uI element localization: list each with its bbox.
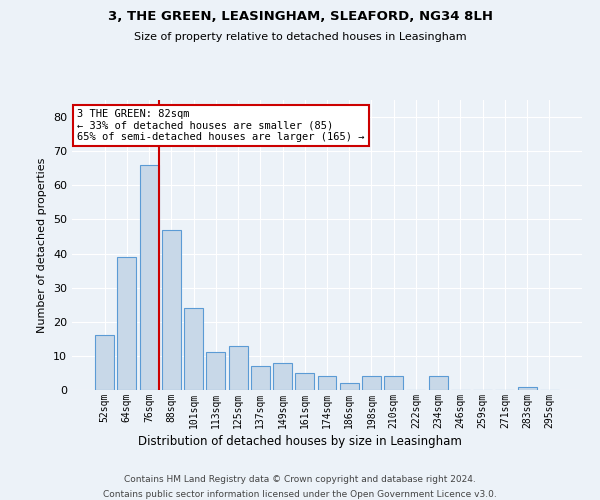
Bar [362, 376, 381, 390]
Text: Contains public sector information licensed under the Open Government Licence v3: Contains public sector information licen… [103, 490, 497, 499]
Text: Contains HM Land Registry data © Crown copyright and database right 2024.: Contains HM Land Registry data © Crown c… [124, 475, 476, 484]
Bar [206, 352, 225, 390]
Bar [184, 308, 203, 390]
Text: 3, THE GREEN, LEASINGHAM, SLEAFORD, NG34 8LH: 3, THE GREEN, LEASINGHAM, SLEAFORD, NG34… [107, 10, 493, 23]
Bar [295, 373, 314, 390]
Text: Size of property relative to detached houses in Leasingham: Size of property relative to detached ho… [134, 32, 466, 42]
Bar [340, 383, 359, 390]
Bar [162, 230, 181, 390]
Bar [95, 336, 114, 390]
Bar [518, 386, 536, 390]
Bar [229, 346, 248, 390]
Text: Distribution of detached houses by size in Leasingham: Distribution of detached houses by size … [138, 435, 462, 448]
Bar [140, 165, 158, 390]
Y-axis label: Number of detached properties: Number of detached properties [37, 158, 47, 332]
Bar [251, 366, 270, 390]
Bar [317, 376, 337, 390]
Bar [118, 257, 136, 390]
Bar [384, 376, 403, 390]
Text: 3 THE GREEN: 82sqm
← 33% of detached houses are smaller (85)
65% of semi-detache: 3 THE GREEN: 82sqm ← 33% of detached hou… [77, 108, 365, 142]
Bar [429, 376, 448, 390]
Bar [273, 362, 292, 390]
